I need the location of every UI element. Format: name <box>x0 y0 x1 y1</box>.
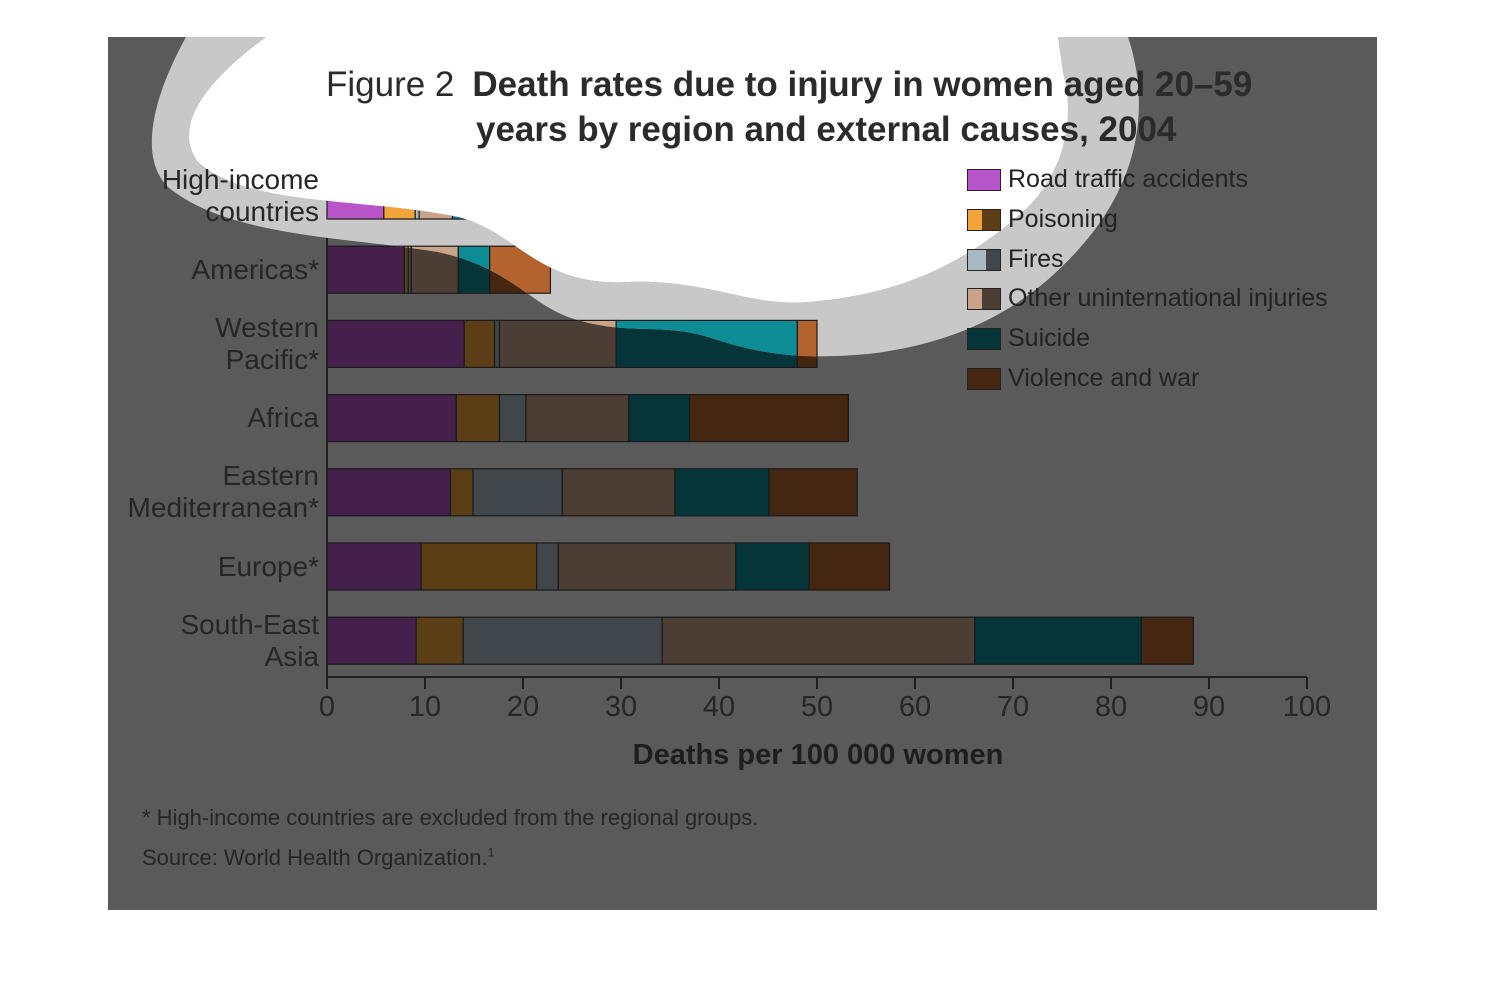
bar-africa-violence-and-war <box>688 394 849 443</box>
x-tick-label-10: 10 <box>408 691 442 723</box>
legend-swatch-fires <box>967 248 1001 271</box>
legend-label-other-uninternational-injuries: Other uninternational injuries <box>1008 284 1328 313</box>
legend-swatch-other-uninternational-injuries <box>967 288 1001 311</box>
bar-eastern-mediterranean-fires <box>472 468 563 517</box>
legend-swatch-suicide <box>967 328 1001 351</box>
figure-number: Figure 2 <box>326 65 455 104</box>
x-tick-label-90: 90 <box>1192 691 1226 723</box>
bar-western-pacific-poisoning <box>463 319 496 368</box>
bar-eastern-mediterranean-violence-and-war <box>768 468 858 517</box>
bar-south-east-asia-suicide <box>974 616 1142 665</box>
bar-eastern-mediterranean-other-uninternational-injuries <box>561 468 676 517</box>
footnote: * High-income countries are excluded fro… <box>142 805 759 830</box>
legend-label-fires: Fires <box>1008 244 1064 273</box>
bar-africa-fires <box>498 394 527 443</box>
cloud-clear-region <box>188 37 1069 303</box>
legend-swatch-road-traffic-accidents <box>967 169 1001 191</box>
bar-south-east-asia-violence-and-war <box>1140 616 1194 665</box>
bar-western-pacific-other-uninternational-injuries <box>498 319 617 368</box>
bar-europe-fires <box>536 542 559 591</box>
bar-south-east-asia-road-traffic-accidents <box>326 616 417 665</box>
bar-africa-suicide <box>628 394 691 443</box>
source-text: Source: World Health Organization. <box>142 845 488 870</box>
legend-swatch-violence-and-war <box>967 368 1001 390</box>
bar-western-pacific-fires <box>493 319 501 368</box>
bar-europe-violence-and-war <box>808 542 891 591</box>
bar-eastern-mediterranean-road-traffic-accidents <box>326 468 452 517</box>
bar-africa-other-uninternational-injuries <box>525 394 630 443</box>
chart-title-continued: years by region and external causes, 200… <box>476 110 1177 149</box>
cloud-ring-highlight <box>151 37 1139 357</box>
bar-africa-poisoning <box>455 394 501 443</box>
x-tick-label-70: 70 <box>996 691 1030 723</box>
legend-label-violence-and-war: Violence and war <box>1008 364 1200 392</box>
x-axis-label: Deaths per 100 000 women <box>632 739 1004 771</box>
source-note: Source: World Health Organization.1 <box>142 845 494 871</box>
x-tick-label-0: 0 <box>318 691 336 723</box>
legend-label-poisoning: Poisoning <box>1008 204 1118 233</box>
bar-africa-road-traffic-accidents <box>326 394 457 443</box>
category-label-africa: Africa <box>247 402 319 434</box>
bar-europe-road-traffic-accidents <box>326 542 422 591</box>
bar-south-east-asia-fires <box>462 616 663 665</box>
x-axis <box>326 166 1308 689</box>
x-tick-label-30: 30 <box>604 691 638 723</box>
x-tick-label-80: 80 <box>1094 691 1128 723</box>
legend-swatch-poisoning <box>967 208 1001 231</box>
legend-label-suicide: Suicide <box>1008 324 1090 353</box>
bar-western-pacific-road-traffic-accidents <box>326 319 465 368</box>
bar-europe-poisoning <box>420 542 538 591</box>
legend-label-road-traffic-accidents: Road traffic accidents <box>1008 165 1248 193</box>
bar-western-pacific-violence-and-war-highlight <box>796 319 818 357</box>
bar-americas-road-traffic-accidents <box>326 245 406 294</box>
x-tick-label-60: 60 <box>898 691 932 723</box>
category-label-high-income-countries: High-income countries <box>161 163 319 227</box>
chart-title-line-2: years by region and external causes, 200… <box>476 110 1176 150</box>
category-label-americas: Americas* <box>191 253 319 285</box>
bar-south-east-asia-poisoning <box>415 616 464 665</box>
bar-eastern-mediterranean-poisoning <box>449 468 474 517</box>
x-tick-label-20: 20 <box>506 691 540 723</box>
category-label-eastern-mediterranean: Eastern Mediterranean* <box>127 460 319 524</box>
source-reference: 1 <box>487 845 495 860</box>
bar-eastern-mediterranean-suicide <box>674 468 770 517</box>
category-label-south-east-asia: South-East Asia <box>180 608 319 672</box>
x-tick-label-40: 40 <box>702 691 736 723</box>
chart-title: Death rates due to injury in women aged … <box>472 65 1253 104</box>
x-tick-label-100: 100 <box>1282 691 1332 723</box>
chart-canvas <box>151 37 1308 689</box>
bar-south-east-asia-other-uninternational-injuries <box>661 616 976 665</box>
bar-europe-suicide <box>735 542 810 591</box>
x-tick-label-50: 50 <box>800 691 834 723</box>
category-label-western-pacific: Western Pacific* <box>215 311 319 375</box>
chart-panel: Figure 2 Death rates due to injury in wom… <box>108 37 1377 910</box>
chart-title-line-1: Figure 2 Death rates due to injury in wom… <box>326 65 1252 105</box>
bar-europe-other-uninternational-injuries <box>557 542 737 591</box>
category-label-europe: Europe* <box>217 550 319 582</box>
